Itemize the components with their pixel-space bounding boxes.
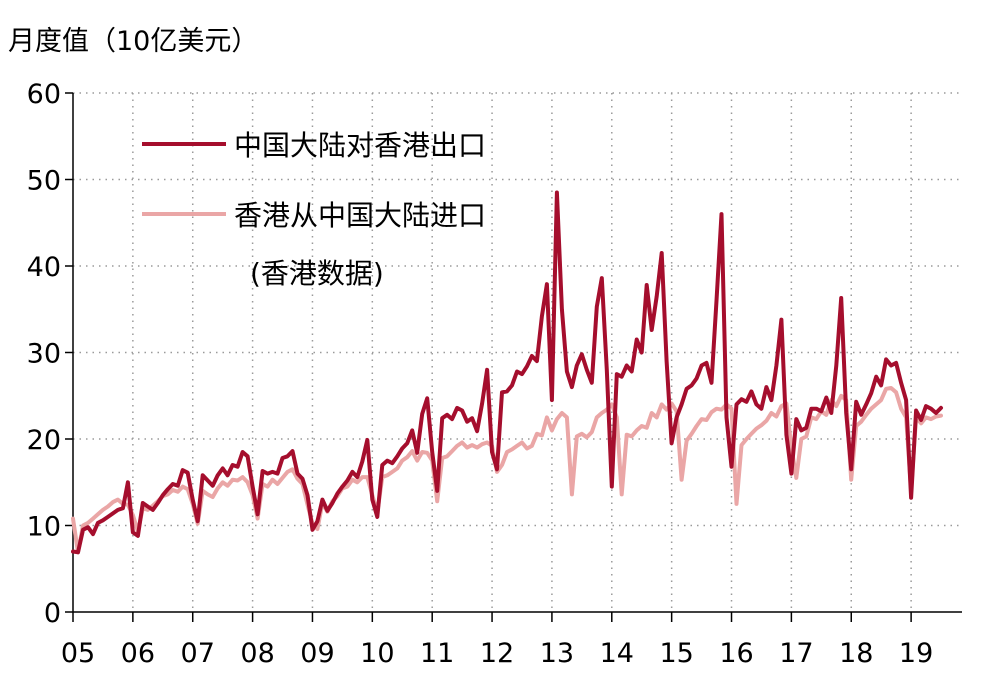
y-axis-ticks: 0 10 20 30 40 50 60 (27, 79, 73, 629)
legend-label-series-1: 香港从中国大陆进口 (234, 199, 486, 232)
x-tick-label: 10 (360, 638, 394, 669)
x-tick-label: 08 (240, 638, 274, 669)
x-axis-ticks: 05 06 07 08 09 10 11 12 13 14 15 16 17 18 19 (61, 612, 933, 669)
x-tick-label: 05 (61, 638, 95, 669)
y-tick-label: 50 (27, 166, 61, 197)
y-tick-label: 30 (27, 339, 61, 370)
x-tick-label: 09 (300, 638, 334, 669)
x-tick-label: 14 (600, 638, 634, 669)
legend-label-series-0: 中国大陆对香港出口 (234, 129, 486, 162)
x-tick-label: 13 (540, 638, 574, 669)
grid (73, 92, 962, 612)
x-tick-label: 06 (121, 638, 155, 669)
y-tick-label: 20 (27, 425, 61, 456)
y-tick-label: 40 (27, 252, 61, 283)
x-tick-label: 11 (420, 638, 454, 669)
x-tick-label: 07 (181, 638, 215, 669)
series-lines (71, 190, 943, 555)
x-tick-label: 16 (719, 638, 753, 669)
y-axis-label: 月度值（10亿美元） (8, 26, 258, 57)
y-tick-label: 10 (27, 512, 61, 543)
legend-note: (香港数据) (250, 257, 384, 290)
x-tick-label: 19 (899, 638, 933, 669)
y-tick-label: 0 (44, 598, 61, 629)
legend: 中国大陆对香港出口 香港从中国大陆进口 (香港数据) (142, 129, 486, 290)
x-tick-label: 15 (659, 638, 693, 669)
x-tick-label: 17 (779, 638, 813, 669)
series-line-1 (71, 386, 943, 555)
y-tick-label: 60 (27, 79, 61, 110)
axes (72, 93, 962, 613)
series-line-0 (71, 190, 943, 555)
x-tick-label: 12 (480, 638, 514, 669)
x-tick-label: 18 (839, 638, 873, 669)
